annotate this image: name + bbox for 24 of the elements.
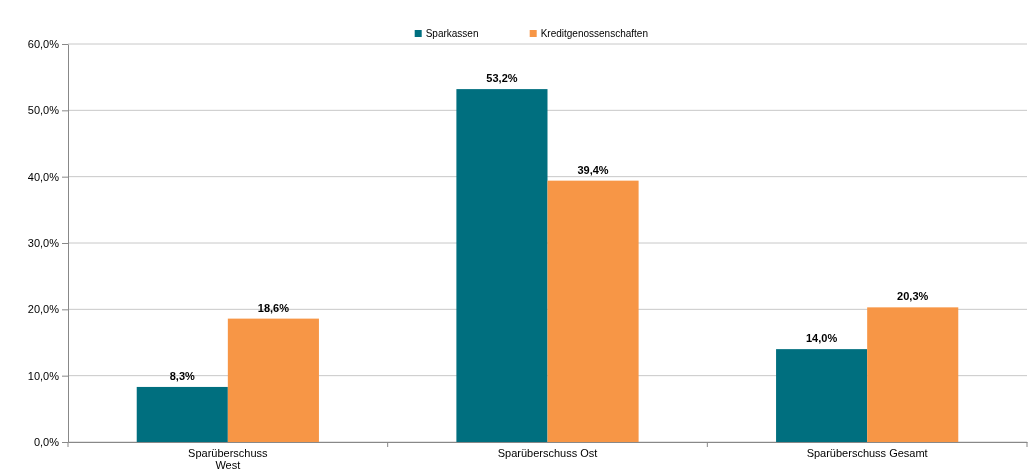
y-tick-label: 20,0% bbox=[27, 303, 60, 316]
data-label: 39,4% bbox=[577, 163, 609, 176]
bar bbox=[547, 180, 639, 442]
x-tick-label: Sparüberschuss Ost bbox=[497, 447, 598, 459]
data-label: 20,3% bbox=[897, 290, 929, 303]
bar bbox=[136, 386, 228, 442]
legend-label: Sparkassen bbox=[425, 28, 479, 39]
data-label: 53,2% bbox=[486, 72, 518, 85]
bar bbox=[456, 89, 548, 442]
x-tick-label: Sparüberschuss West bbox=[188, 447, 269, 471]
y-tick-label: 40,0% bbox=[27, 170, 60, 183]
y-tick-label: 0,0% bbox=[33, 436, 60, 449]
y-tick-label: 30,0% bbox=[27, 237, 60, 250]
bar bbox=[227, 318, 319, 442]
data-label: 14,0% bbox=[806, 332, 838, 345]
y-tick-label: 60,0% bbox=[27, 38, 60, 51]
y-tick-label: 50,0% bbox=[27, 104, 60, 117]
data-label: 8,3% bbox=[169, 369, 196, 382]
bar bbox=[867, 307, 959, 442]
x-tick-label: Sparüberschuss Gesamt bbox=[806, 447, 928, 459]
data-label: 18,6% bbox=[257, 301, 290, 314]
legend-label: Kreditgenossenschaften bbox=[540, 28, 648, 39]
bar bbox=[776, 349, 868, 442]
y-tick-label: 10,0% bbox=[27, 369, 60, 382]
